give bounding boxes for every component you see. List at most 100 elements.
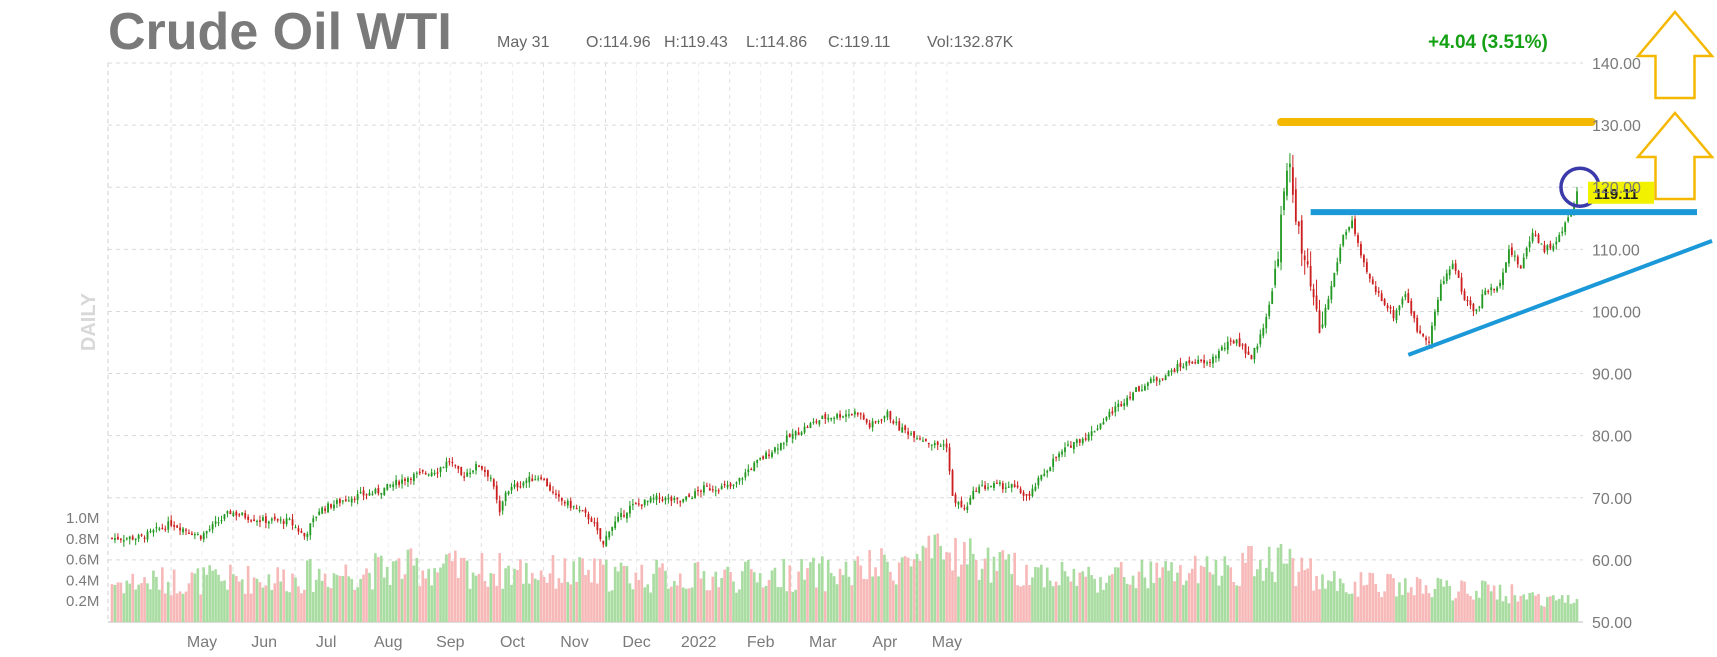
candle-body: [785, 435, 788, 443]
candle-body: [516, 482, 519, 488]
volume-bar: [1546, 597, 1549, 622]
candle-body: [883, 416, 886, 419]
candle-body: [809, 423, 812, 428]
volume-bar: [1531, 592, 1534, 622]
candle-body: [670, 496, 673, 502]
volume-bar: [678, 573, 682, 622]
candle-body: [688, 494, 691, 497]
x-tick-label: Feb: [747, 634, 775, 651]
candle-body: [759, 458, 762, 460]
volume-bar: [1395, 596, 1398, 622]
candle-body: [1001, 483, 1004, 490]
candle-body: [1123, 403, 1126, 407]
candle-body: [125, 538, 128, 540]
candle-body: [691, 497, 693, 500]
candle-body: [546, 478, 548, 487]
volume-bar: [859, 565, 863, 622]
volume-bar: [732, 581, 735, 622]
candle-body: [1392, 310, 1395, 319]
candle-body: [1422, 333, 1425, 337]
candle-body: [137, 534, 140, 539]
volume-bar: [412, 565, 416, 622]
ohlc-open: O:114.96: [586, 34, 651, 51]
candle-body: [1513, 255, 1516, 257]
candle-body: [510, 486, 513, 491]
candle-body: [119, 538, 122, 540]
volume-bar: [977, 579, 981, 622]
volume-bar: [835, 584, 839, 622]
candle-body: [1126, 397, 1129, 406]
candle-body: [1567, 217, 1570, 222]
candle-body: [1564, 222, 1567, 232]
volume-tick-label: 0.4M: [66, 572, 99, 589]
volume-bar: [504, 568, 507, 622]
candle-body: [537, 478, 540, 480]
candle-body: [1362, 255, 1365, 263]
candle-body: [1235, 339, 1238, 344]
candle-body: [1105, 417, 1108, 421]
volume-bar: [391, 561, 395, 622]
candle-body: [1167, 370, 1170, 377]
volume-bar: [844, 561, 848, 622]
candle-body: [836, 414, 839, 419]
candle-body: [1300, 220, 1303, 254]
volume-bar: [1087, 566, 1090, 622]
volume-bar: [826, 559, 830, 622]
candle-body: [442, 466, 445, 469]
volume-bar: [418, 586, 422, 622]
volume-bar: [1063, 571, 1067, 622]
candle-body: [1522, 257, 1525, 269]
volume-bar: [675, 585, 679, 622]
x-tick-label: May: [932, 634, 962, 651]
candle-body: [1484, 290, 1487, 295]
volume-bar: [746, 559, 750, 622]
volume-bar: [850, 585, 854, 622]
volume-bar: [1566, 594, 1570, 622]
volume-bar: [1433, 588, 1437, 622]
candle-body: [208, 529, 211, 531]
candle-body: [1543, 245, 1546, 253]
candle-body: [327, 503, 329, 513]
candle-body: [1401, 298, 1404, 305]
candle-body: [1327, 299, 1330, 310]
candle-body: [143, 537, 146, 539]
volume-bar: [1031, 577, 1034, 622]
candle-body: [643, 499, 646, 505]
candle-body: [1475, 309, 1478, 312]
volume-bar: [1187, 573, 1191, 622]
volume-bar: [951, 570, 954, 622]
volume-bar: [1276, 547, 1280, 622]
candle-body: [1407, 293, 1410, 303]
candle-body: [173, 524, 176, 527]
candle-body: [1303, 255, 1306, 261]
candle-body: [913, 431, 915, 438]
volume-bar: [1300, 557, 1304, 622]
candle-body: [262, 517, 264, 521]
volume-bar: [1454, 598, 1457, 622]
candle-body: [910, 433, 913, 435]
volume-bar: [468, 588, 472, 622]
volume-bar: [563, 558, 567, 622]
volume-bar: [1291, 558, 1295, 622]
candle-body: [892, 421, 895, 424]
volume-bar: [116, 582, 120, 622]
volume-bar: [1318, 589, 1321, 622]
candle-body: [1143, 385, 1146, 391]
volume-bar: [681, 587, 685, 622]
volume-bar: [616, 571, 620, 622]
candle-body: [1318, 310, 1321, 333]
volume-bar: [362, 574, 365, 622]
volume-bar: [193, 573, 197, 622]
volume-bar: [344, 564, 348, 622]
volume-bar: [1037, 567, 1040, 622]
candle-body: [238, 514, 241, 516]
volume-bar: [1034, 566, 1037, 622]
candle-body: [1081, 438, 1084, 444]
x-tick-label: Aug: [374, 634, 402, 651]
candle-body: [1413, 311, 1416, 319]
volume-bar: [933, 534, 937, 622]
volume-bar: [696, 561, 700, 622]
volume-bar: [572, 561, 576, 622]
volume-bar: [1259, 559, 1262, 622]
candle-body: [1561, 231, 1564, 234]
